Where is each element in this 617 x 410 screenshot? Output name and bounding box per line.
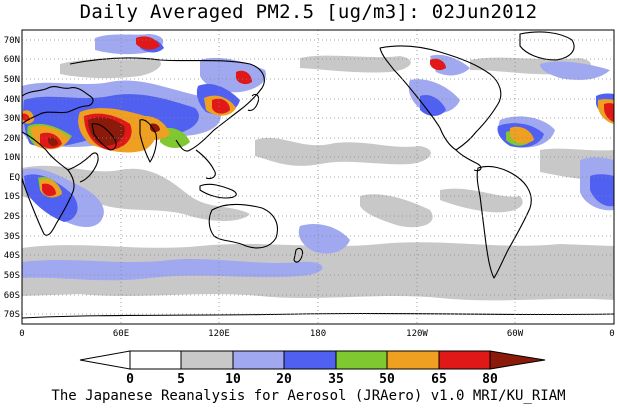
- lat-label: 50N: [4, 75, 20, 85]
- lat-label: 10S: [4, 192, 20, 202]
- lon-label: 120W: [406, 329, 428, 339]
- lon-label: 60E: [113, 329, 129, 339]
- lon-label: 180: [310, 329, 326, 339]
- lat-label: 60S: [4, 291, 20, 301]
- colorbar-tick-label: 5: [177, 372, 185, 387]
- lon-label: 120E: [208, 329, 230, 339]
- colorbar-labels: 0 5 10 20 35 50 65 80: [126, 372, 498, 387]
- colorbar-swatch: [386, 350, 440, 370]
- lat-label: 30S: [4, 232, 20, 242]
- lat-label: 30N: [4, 114, 20, 124]
- lat-label: 20S: [4, 212, 20, 222]
- lon-label: 60W: [507, 329, 524, 339]
- lat-label: 40N: [4, 95, 20, 105]
- colorbar-swatch: [232, 350, 285, 370]
- lat-label: 20N: [4, 134, 20, 144]
- lon-label: 0: [609, 329, 614, 339]
- colorbar-low-arrow: [79, 350, 131, 370]
- lat-label: EQ: [9, 173, 20, 183]
- lat-label: 10N: [4, 153, 20, 163]
- colorbar-swatch: [438, 350, 491, 370]
- colorbar-tick-label: 0: [126, 372, 134, 387]
- colorbar-swatch: [335, 350, 388, 370]
- lon-label: 0: [19, 329, 24, 339]
- lat-label: 50S: [4, 271, 20, 281]
- map-title: Daily Averaged PM2.5 [ug/m3]: 02Jun2012: [79, 1, 538, 23]
- lat-label: 40S: [4, 251, 20, 261]
- colorbar-swatch: [180, 350, 234, 370]
- lat-label: 70N: [4, 36, 20, 46]
- colorbar-tick-label: 20: [276, 372, 292, 387]
- credit-footer: The Japanese Reanalysis for Aerosol (JRA…: [51, 388, 566, 404]
- colorbar-tick-label: 50: [379, 372, 395, 387]
- grid-lines: [22, 30, 614, 324]
- colorbar-tick-label: 10: [225, 372, 241, 387]
- colorbar-tick-label: 80: [482, 372, 498, 387]
- colorbar-swatch: [283, 350, 337, 370]
- pm25-field: [22, 30, 614, 324]
- colorbar-high-arrow: [489, 350, 546, 370]
- lat-label: 60N: [4, 55, 20, 65]
- colorbar-swatch: [129, 350, 182, 370]
- colorbar-tick-label: 35: [328, 372, 344, 387]
- colorbar-tick-label: 65: [431, 372, 447, 387]
- colorbar: [79, 350, 546, 370]
- longitude-labels: 0 60E 120E 180 120W 60W 0: [19, 329, 614, 339]
- coastlines: [22, 31, 614, 319]
- lat-label: 70S: [4, 310, 20, 320]
- latitude-labels: 70N 60N 50N 40N 30N 20N 10N EQ 10S 20S 3…: [4, 36, 20, 320]
